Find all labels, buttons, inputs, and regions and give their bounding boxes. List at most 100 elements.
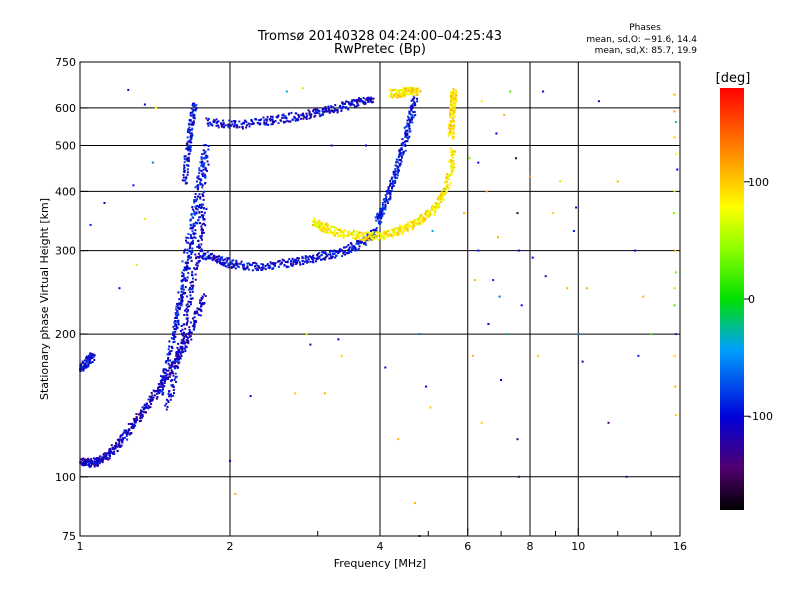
echo-point-o xyxy=(115,443,118,446)
echo-point-x xyxy=(389,88,392,91)
echo-point-o xyxy=(328,257,331,260)
echo-point-o xyxy=(187,337,189,339)
echo-point-o xyxy=(93,354,96,357)
echo-point-o xyxy=(353,245,356,248)
echo-point-o xyxy=(200,157,203,160)
echo-point-o xyxy=(152,396,155,399)
echo-point-o xyxy=(315,260,317,263)
echo-point-o xyxy=(347,108,350,111)
echo-point-o xyxy=(148,395,151,398)
echo-point-o xyxy=(108,453,111,456)
echo-point-o xyxy=(188,132,191,135)
echo-point-o xyxy=(175,314,178,317)
noise-point xyxy=(506,333,509,336)
echo-point-x xyxy=(383,230,386,233)
echo-point-o xyxy=(96,458,99,461)
noise-point xyxy=(674,152,677,155)
echo-point-x xyxy=(388,230,390,233)
noise-point xyxy=(673,287,676,290)
echo-point-o xyxy=(191,206,194,209)
echo-point-o xyxy=(162,388,164,391)
echo-point-o xyxy=(90,361,93,364)
echo-point-x xyxy=(364,231,367,234)
echo-point-o xyxy=(180,339,183,342)
echo-point-o xyxy=(408,126,411,129)
echo-point-o xyxy=(180,355,183,358)
echo-point-x xyxy=(367,238,370,241)
echo-point-o xyxy=(173,340,176,343)
echo-point-o xyxy=(181,299,184,301)
echo-point-x xyxy=(440,193,443,196)
echo-point-o xyxy=(191,251,194,254)
echo-point-o xyxy=(247,262,250,265)
echo-point-o xyxy=(181,346,184,348)
echo-point-o xyxy=(188,288,191,291)
echo-point-o xyxy=(191,297,194,300)
echo-point-o xyxy=(372,228,375,231)
echo-point-o xyxy=(170,395,173,398)
echo-point-x xyxy=(397,94,399,97)
echo-point-o xyxy=(191,286,194,289)
echo-point-o xyxy=(403,140,406,143)
echo-point-o xyxy=(271,123,274,126)
echo-point-o xyxy=(174,357,177,360)
noise-point xyxy=(384,366,387,369)
echo-point-o xyxy=(207,163,210,166)
echo-point-o xyxy=(404,143,407,146)
echo-point-o xyxy=(186,317,189,320)
echo-point-o xyxy=(185,304,188,307)
echo-point-o xyxy=(351,99,354,102)
echo-point-o xyxy=(240,260,243,263)
echo-point-o xyxy=(183,278,186,281)
echo-point-o xyxy=(93,460,96,463)
echo-point-o xyxy=(181,279,184,281)
echo-point-o xyxy=(186,320,189,323)
echo-point-x xyxy=(344,234,347,237)
echo-point-x xyxy=(313,217,316,220)
echo-point-x xyxy=(450,107,453,110)
echo-point-o xyxy=(185,143,188,146)
echo-point-o xyxy=(281,116,284,119)
echo-point-o xyxy=(411,107,414,110)
echo-point-x xyxy=(353,230,355,233)
echo-point-o xyxy=(190,137,193,140)
echo-point-o xyxy=(97,461,100,464)
echo-point-o xyxy=(196,195,199,198)
echo-point-o xyxy=(198,259,201,262)
echo-point-o xyxy=(191,241,194,244)
echo-point-o xyxy=(385,199,388,201)
echo-point-o xyxy=(174,365,176,368)
echo-point-x xyxy=(321,228,323,230)
echo-point-o xyxy=(92,457,95,460)
echo-point-x xyxy=(372,237,375,240)
echo-point-x xyxy=(425,210,428,213)
echo-point-x xyxy=(440,201,443,203)
echo-point-x xyxy=(355,233,357,236)
echo-point-o xyxy=(241,125,244,128)
echo-point-o xyxy=(359,100,361,103)
echo-point-x xyxy=(422,221,425,224)
echo-point-o xyxy=(407,123,410,126)
echo-point-o xyxy=(347,101,350,103)
echo-point-o xyxy=(398,162,401,165)
echo-point-o xyxy=(97,463,99,466)
echo-point-o xyxy=(366,233,369,235)
echo-point-o xyxy=(288,112,290,115)
echo-point-x xyxy=(449,151,452,153)
echo-point-o xyxy=(202,231,205,234)
echo-point-x xyxy=(401,231,404,234)
echo-point-x xyxy=(333,234,336,237)
echo-point-o xyxy=(82,361,85,364)
echo-point-o xyxy=(189,227,192,230)
noise-point xyxy=(575,206,578,209)
echo-point-o xyxy=(99,455,102,458)
echo-point-x xyxy=(312,219,315,222)
echo-point-o xyxy=(243,268,246,271)
echo-point-o xyxy=(172,334,174,336)
echo-point-x xyxy=(446,177,448,179)
echo-point-x xyxy=(438,195,441,197)
echo-point-o xyxy=(176,350,179,353)
echo-point-o xyxy=(412,98,414,101)
echo-point-o xyxy=(295,258,297,261)
echo-point-o xyxy=(181,328,184,331)
